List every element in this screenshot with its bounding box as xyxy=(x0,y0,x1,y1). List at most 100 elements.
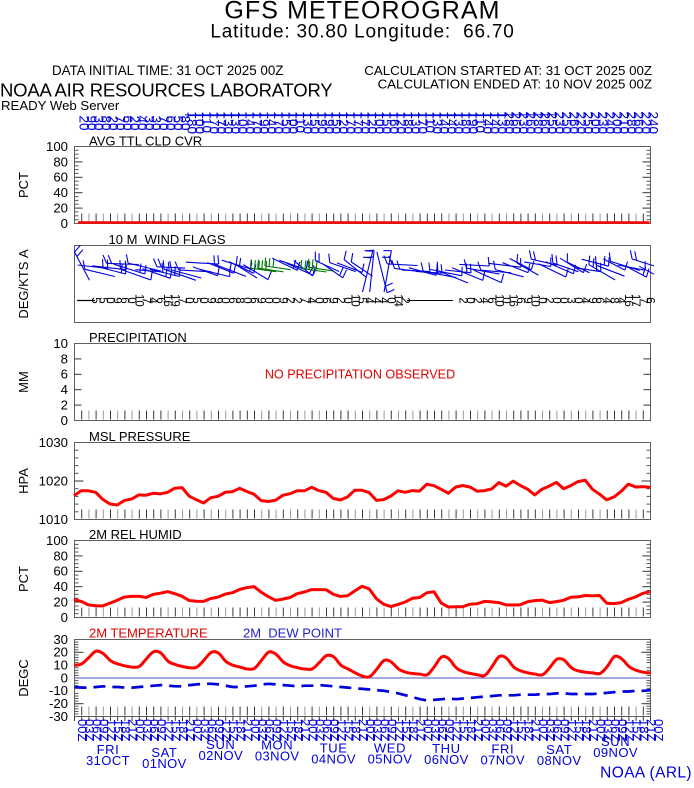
svg-text:12Z: 12Z xyxy=(104,719,119,741)
svg-text:2: 2 xyxy=(334,297,346,303)
svg-text:12Z: 12Z xyxy=(277,719,292,741)
svg-text:2: 2 xyxy=(61,398,68,413)
svg-text:06Z: 06Z xyxy=(262,719,277,741)
svg-text:18Z: 18Z xyxy=(521,719,536,741)
svg-text:180: 180 xyxy=(185,112,200,135)
svg-text:0: 0 xyxy=(61,413,68,428)
svg-text:9: 9 xyxy=(212,297,224,303)
svg-text:18Z: 18Z xyxy=(176,719,191,741)
svg-text:0: 0 xyxy=(61,216,68,231)
svg-text:6: 6 xyxy=(248,297,260,303)
svg-text:18Z: 18Z xyxy=(233,719,248,741)
svg-text:5: 5 xyxy=(356,297,368,303)
svg-text:10 M WIND FLAGS: 10 M WIND FLAGS xyxy=(109,232,226,247)
svg-text:03Z: 03Z xyxy=(543,719,558,741)
svg-text:100: 100 xyxy=(372,112,387,135)
svg-text:4: 4 xyxy=(615,297,627,304)
svg-text:FRI: FRI xyxy=(97,742,120,757)
svg-text:0: 0 xyxy=(557,297,569,303)
svg-text:40: 40 xyxy=(134,116,149,131)
svg-text:10: 10 xyxy=(348,294,360,307)
svg-text:150: 150 xyxy=(379,112,394,135)
svg-text:150: 150 xyxy=(278,112,293,135)
svg-text:NO PRECIPITATION OBSERVED: NO PRECIPITATION OBSERVED xyxy=(265,368,455,382)
svg-text:09Z: 09Z xyxy=(269,719,284,741)
svg-text:10: 10 xyxy=(528,294,540,307)
svg-text:130: 130 xyxy=(408,112,423,135)
svg-text:14: 14 xyxy=(392,294,404,307)
svg-text:70: 70 xyxy=(113,116,128,131)
svg-text:0: 0 xyxy=(125,297,137,303)
svg-text:2: 2 xyxy=(284,297,296,303)
svg-text:21Z: 21Z xyxy=(413,719,428,741)
svg-text:1020: 1020 xyxy=(39,473,68,488)
svg-text:20: 20 xyxy=(127,116,142,131)
svg-text:00Z: 00Z xyxy=(536,719,551,741)
svg-text:03Z: 03Z xyxy=(601,719,616,741)
svg-text:7: 7 xyxy=(298,297,310,303)
svg-text:07NOV: 07NOV xyxy=(480,753,525,768)
svg-text:9: 9 xyxy=(111,297,123,303)
svg-text:140: 140 xyxy=(437,112,452,135)
svg-text:09Z: 09Z xyxy=(385,719,400,741)
svg-text:09Z: 09Z xyxy=(154,719,169,741)
svg-text:10: 10 xyxy=(492,294,504,307)
svg-text:0: 0 xyxy=(572,297,584,303)
svg-text:03Z: 03Z xyxy=(485,719,500,741)
svg-text:10: 10 xyxy=(53,336,68,351)
svg-text:19: 19 xyxy=(168,294,180,307)
svg-text:0: 0 xyxy=(269,297,281,303)
svg-text:120: 120 xyxy=(394,112,409,135)
svg-text:4: 4 xyxy=(363,297,375,304)
svg-text:0: 0 xyxy=(240,297,252,303)
svg-text:200: 200 xyxy=(610,112,625,135)
svg-text:DATA INITIAL TIME: 31 OCT 2025: DATA INITIAL TIME: 31 OCT 2025 00Z xyxy=(52,63,283,78)
svg-text:06Z: 06Z xyxy=(377,719,392,741)
svg-text:210: 210 xyxy=(617,112,632,135)
svg-text:HPA: HPA xyxy=(16,468,31,494)
svg-text:100: 100 xyxy=(192,112,207,135)
svg-text:230: 230 xyxy=(552,112,567,135)
svg-text:15Z: 15Z xyxy=(226,719,241,741)
svg-text:20: 20 xyxy=(106,116,121,131)
svg-text:GFS METEOROGRAM: GFS METEOROGRAM xyxy=(224,0,500,25)
svg-text:80: 80 xyxy=(178,116,193,131)
svg-text:6: 6 xyxy=(485,297,497,303)
svg-text:12Z: 12Z xyxy=(334,719,349,741)
svg-text:31OCT: 31OCT xyxy=(86,753,130,768)
svg-text:0: 0 xyxy=(197,297,209,303)
svg-text:7: 7 xyxy=(636,297,648,303)
svg-text:260: 260 xyxy=(538,112,553,135)
svg-text:8: 8 xyxy=(233,297,245,303)
svg-text:NOAA AIR RESOURCES LABORATORY: NOAA AIR RESOURCES LABORATORY xyxy=(0,80,332,101)
svg-text:60: 60 xyxy=(53,170,68,185)
svg-text:21Z: 21Z xyxy=(298,719,313,741)
svg-text:15Z: 15Z xyxy=(572,719,587,741)
svg-text:40: 40 xyxy=(53,579,68,594)
svg-text:06Z: 06Z xyxy=(147,719,162,741)
svg-text:2: 2 xyxy=(543,297,555,303)
svg-text:140: 140 xyxy=(487,112,502,135)
svg-text:260: 260 xyxy=(631,112,646,135)
svg-text:170: 170 xyxy=(250,112,265,135)
svg-text:260: 260 xyxy=(566,112,581,135)
svg-text:0: 0 xyxy=(219,297,231,303)
svg-text:10: 10 xyxy=(132,294,144,307)
svg-text:03Z: 03Z xyxy=(82,719,97,741)
svg-text:220: 220 xyxy=(638,112,653,135)
svg-text:09NOV: 09NOV xyxy=(593,745,638,760)
svg-text:170: 170 xyxy=(271,112,286,135)
svg-text:00Z: 00Z xyxy=(421,719,436,741)
svg-text:08NOV: 08NOV xyxy=(537,753,582,768)
svg-text:2: 2 xyxy=(456,297,468,303)
svg-text:0: 0 xyxy=(536,297,548,303)
svg-text:170: 170 xyxy=(358,112,373,135)
svg-text:6: 6 xyxy=(644,297,656,303)
svg-text:00Z: 00Z xyxy=(248,719,263,741)
svg-text:170: 170 xyxy=(415,112,430,135)
svg-text:4: 4 xyxy=(478,297,490,304)
svg-text:05NOV: 05NOV xyxy=(368,752,413,767)
svg-text:190: 190 xyxy=(257,112,272,135)
svg-text:9: 9 xyxy=(327,297,339,303)
svg-text:0: 0 xyxy=(384,297,396,303)
